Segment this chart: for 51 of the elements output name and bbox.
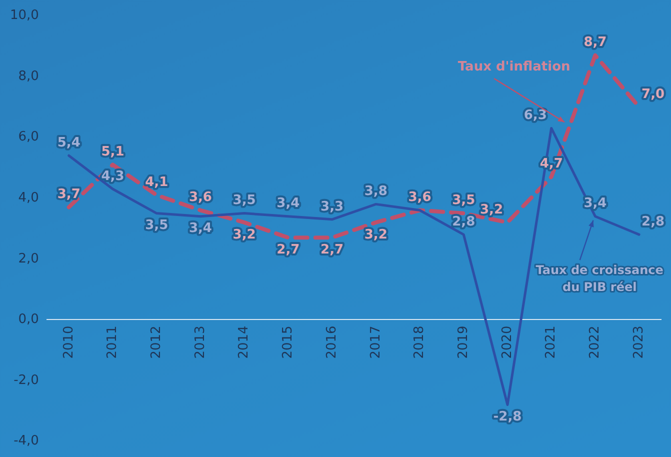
y-tick-label: 8,0 <box>18 68 39 84</box>
data-label: 2,7 <box>320 242 344 258</box>
data-label: 2,7 <box>276 242 300 258</box>
data-label: 3,2 <box>232 227 256 242</box>
data-label: 8,7 <box>584 35 607 50</box>
data-label: 7,0 <box>642 86 665 102</box>
data-label: 5,1 <box>101 144 124 160</box>
data-label: 4,3 <box>101 168 124 184</box>
data-label: 2,8 <box>452 214 476 230</box>
y-tick-label: 0,0 <box>18 312 39 328</box>
data-label: 3,8 <box>364 184 388 200</box>
y-tick-label: 4,0 <box>18 190 39 206</box>
data-label: 6,3 <box>524 108 547 124</box>
x-tick-label: 2020 <box>500 326 515 359</box>
y-tick-label: 10,0 <box>10 8 39 24</box>
data-label: 4,1 <box>145 174 168 190</box>
data-label: 4,7 <box>540 156 563 172</box>
y-tick-label: 2,0 <box>18 251 39 266</box>
x-tick-label: 2011 <box>105 326 120 359</box>
x-tick-label: 2014 <box>236 326 252 359</box>
data-label: 3,6 <box>188 190 212 206</box>
annotation: Taux de croissance du PIB réel <box>536 263 664 294</box>
x-tick-label: 2018 <box>412 326 428 359</box>
x-tick-label: 2012 <box>148 326 164 359</box>
y-tick-label: -4,0 <box>14 434 39 449</box>
data-label: -2,8 <box>493 410 522 425</box>
data-label: 3,5 <box>452 193 476 208</box>
x-tick-label: 2019 <box>456 326 471 359</box>
x-tick-label: 2013 <box>192 326 208 359</box>
y-tick-label: 6,0 <box>18 130 39 145</box>
x-tick-label: 2017 <box>368 326 384 359</box>
data-label: 3,4 <box>584 196 607 212</box>
y-tick-label: -2,0 <box>14 372 39 388</box>
x-tick-label: 2016 <box>324 326 340 359</box>
x-tick-label: 2022 <box>588 326 603 359</box>
x-tick-label: 2021 <box>544 326 559 359</box>
data-label: 3,3 <box>320 199 344 214</box>
x-tick-label: 2015 <box>280 326 296 359</box>
data-label: 3,4 <box>276 196 300 212</box>
data-label: 2,8 <box>642 214 665 230</box>
data-label: 3,5 <box>145 218 168 234</box>
data-label: 3,2 <box>480 202 503 218</box>
x-tick-label: 2010 <box>61 326 76 359</box>
data-label: 3,4 <box>188 221 212 236</box>
x-tick-label: 2023 <box>631 326 646 359</box>
data-label: 3,7 <box>57 187 80 202</box>
data-label: 3,5 <box>232 193 256 208</box>
annotation: Taux d'inflation <box>458 59 570 74</box>
data-label: 3,6 <box>408 190 432 206</box>
data-label: 5,4 <box>57 135 80 150</box>
data-label: 3,2 <box>364 227 388 242</box>
